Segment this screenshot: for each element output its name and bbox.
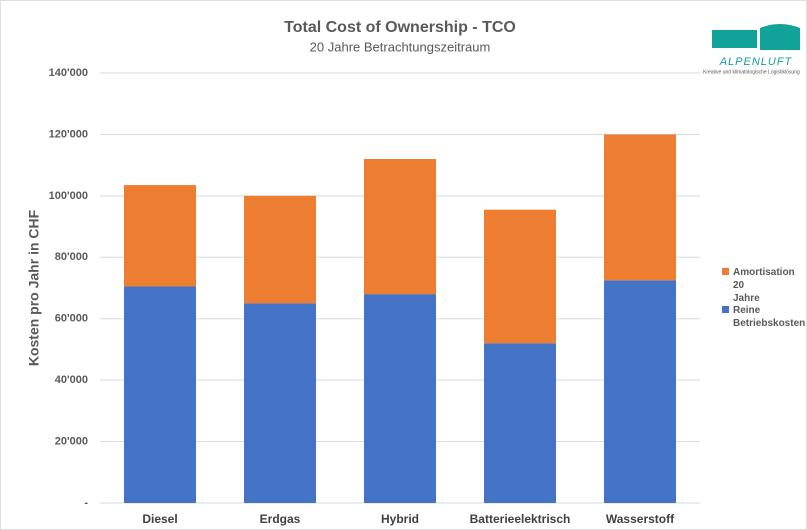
y-tick-label: 20'000: [55, 435, 88, 447]
y-tick-label: 80'000: [55, 251, 88, 263]
bar-segment: [244, 195, 316, 304]
bar-segment: [484, 343, 556, 503]
bar-segment: [604, 280, 676, 503]
x-tick-label: Hybrid: [381, 512, 419, 526]
legend-swatch: [722, 306, 729, 313]
x-tick-label: Wasserstoff: [606, 512, 675, 526]
legend-label: Amortisation 20 Jahre: [733, 267, 795, 304]
x-tick-label: Diesel: [142, 512, 177, 526]
logo: ALPENLUFT Kreative und klimatologische L…: [703, 24, 800, 75]
bar-segment: [124, 185, 196, 287]
logo-shape: [712, 24, 800, 50]
chart-title: Total Cost of Ownership - TCO: [284, 19, 516, 36]
y-tick-label: -: [84, 497, 88, 509]
bar-segment: [364, 159, 436, 295]
x-tick-label: Batterieelektrisch: [470, 512, 571, 526]
y-tick-label: 40'000: [55, 374, 88, 386]
bar-segment: [364, 294, 436, 503]
bar-segment: [124, 286, 196, 503]
y-axis-title: Kosten pro Jahr in CHF: [26, 209, 42, 366]
y-tick-label: 100'000: [49, 190, 88, 202]
y-tick-label: 140'000: [49, 67, 88, 79]
chart-subtitle: 20 Jahre Betrachtungszeitraum: [310, 39, 491, 54]
logo-name: ALPENLUFT: [719, 56, 793, 68]
y-tick-label: 60'000: [55, 313, 88, 325]
y-tick-label: 120'000: [49, 128, 88, 140]
x-tick-label: Erdgas: [260, 512, 301, 526]
legend-label: Reine Betriebskosten: [733, 305, 805, 329]
bar-segment: [244, 303, 316, 503]
legend-swatch: [722, 268, 729, 275]
logo-tagline: Kreative und klimatologische Logistiklös…: [703, 69, 800, 75]
bar-segment: [484, 209, 556, 344]
bar-segment: [604, 134, 676, 281]
